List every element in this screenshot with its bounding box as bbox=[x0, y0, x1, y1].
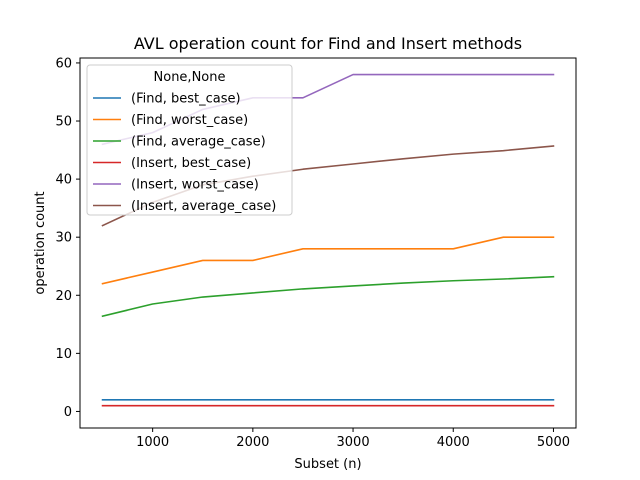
series-layer bbox=[101, 73, 555, 407]
chart-title: AVL operation count for Find and Insert … bbox=[134, 34, 522, 53]
axes-spines bbox=[79, 57, 577, 429]
legend-label: (Find, average_case) bbox=[131, 135, 266, 150]
y-axis-ticks: 0 10 20 30 40 50 60 bbox=[55, 56, 80, 420]
y-tick-label: 50 bbox=[55, 115, 72, 130]
x-tick-label: 1000 bbox=[136, 435, 169, 450]
x-axis-label: Subset (n) bbox=[294, 457, 361, 472]
x-axis-ticks: 1000 2000 3000 4000 5000 bbox=[136, 428, 570, 450]
x-tick-label: 2000 bbox=[236, 435, 269, 450]
legend-label: (Find, best_case) bbox=[131, 92, 241, 107]
legend-label: (Insert, worst_case) bbox=[131, 178, 259, 193]
y-axis-label: operation count bbox=[33, 191, 48, 294]
legend-label: (Insert, best_case) bbox=[131, 156, 251, 171]
series-line-1 bbox=[101, 236, 555, 285]
y-tick-label: 40 bbox=[55, 173, 72, 188]
legend-title: None,None bbox=[154, 70, 226, 85]
y-tick-label: 0 bbox=[64, 405, 72, 420]
x-tick-label: 4000 bbox=[437, 435, 470, 450]
series-line-2 bbox=[101, 275, 555, 318]
y-tick-label: 10 bbox=[55, 347, 72, 362]
legend: None,None (Find, best_case) (Find, worst_… bbox=[86, 64, 293, 216]
x-tick-label: 5000 bbox=[537, 435, 570, 450]
y-tick-label: 20 bbox=[55, 289, 72, 304]
y-tick-label: 60 bbox=[55, 56, 72, 71]
legend-label: (Find, worst_case) bbox=[131, 113, 248, 128]
y-tick-label: 30 bbox=[55, 231, 72, 246]
legend-box bbox=[86, 64, 293, 216]
x-tick-label: 3000 bbox=[337, 435, 370, 450]
legend-label: (Insert, average_case) bbox=[131, 199, 276, 214]
legend-entries: (Find, best_case) (Find, worst_case) (Find… bbox=[93, 92, 276, 214]
